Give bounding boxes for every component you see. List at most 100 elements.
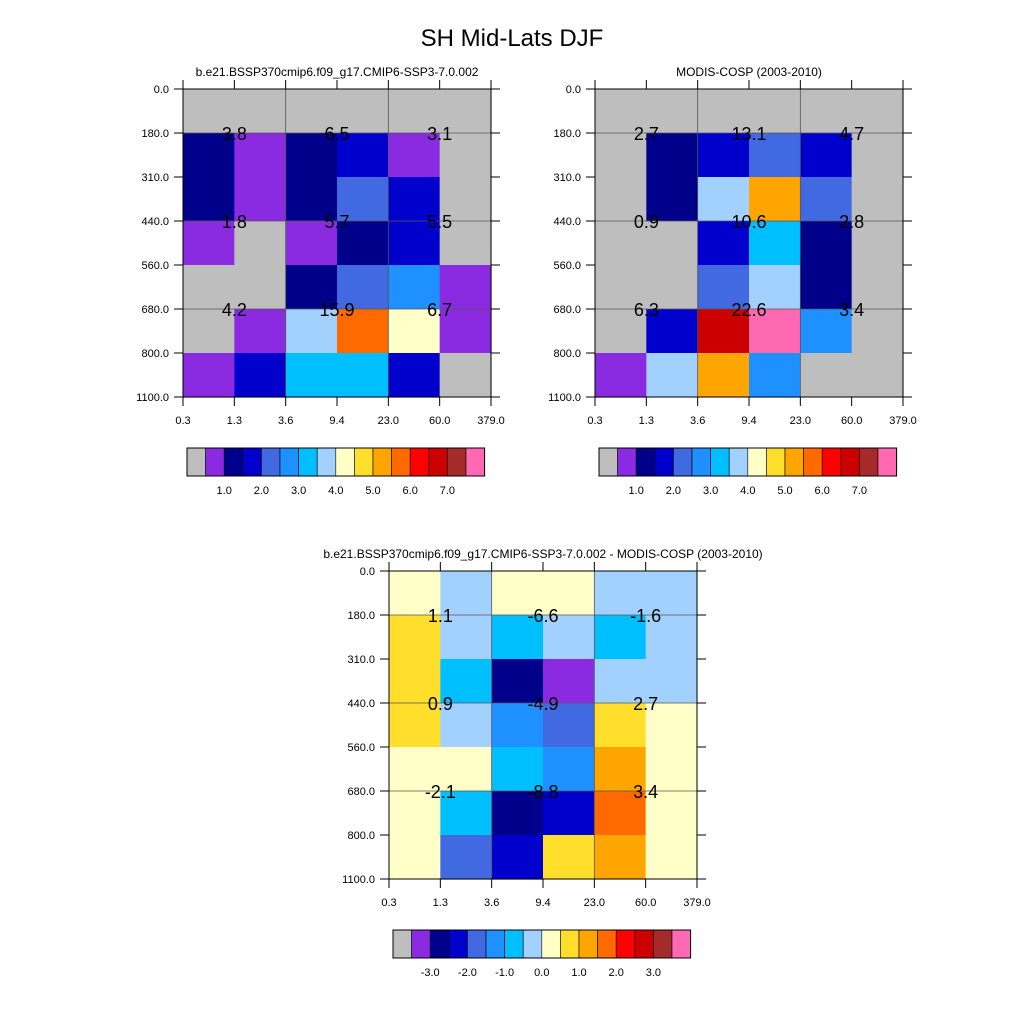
heatmap-cell — [749, 353, 801, 398]
colorbar-swatch — [747, 447, 767, 477]
figure-title: SH Mid-Lats DJF — [421, 25, 604, 52]
heatmap-cell — [389, 791, 441, 836]
heatmap-cell — [440, 747, 493, 792]
heatmap-cell — [389, 703, 441, 748]
heatmap-cell — [183, 133, 235, 178]
colorbar-label: -3.0 — [421, 967, 440, 979]
colorbar-swatch — [261, 447, 281, 477]
heatmap-cell — [183, 265, 235, 310]
heatmap-cell — [337, 221, 389, 266]
heatmap-cell — [697, 353, 750, 398]
heatmap-cell — [800, 309, 853, 354]
colorbar-label: 1.0 — [629, 485, 644, 497]
heatmap-cell — [183, 309, 235, 354]
heatmap-cell — [646, 265, 699, 310]
heatmap-cell — [440, 835, 493, 880]
colorbar-swatch — [429, 929, 450, 959]
box-value: 1.8 — [222, 212, 247, 232]
x-tick-label: 0.3 — [175, 415, 190, 427]
y-tick-label: 800.0 — [553, 348, 581, 360]
y-tick-label: 560.0 — [347, 742, 375, 754]
box-value: 15.9 — [319, 300, 354, 320]
x-tick-label: 3.6 — [690, 415, 705, 427]
x-tick-label: 1.3 — [639, 415, 654, 427]
box-value: 2.7 — [634, 124, 659, 144]
heatmap-cell — [491, 747, 544, 792]
y-tick-label: 800.0 — [141, 348, 169, 360]
panel-model: b.e21.BSSP370cmip6.f09_g17.CMIP6-SSP3-7.… — [136, 65, 505, 497]
heatmap-cell — [646, 353, 699, 398]
heatmap-cell — [595, 309, 647, 354]
colorbar-swatch — [504, 929, 524, 959]
heatmap-cell — [749, 265, 801, 310]
heatmap-cell — [595, 177, 647, 222]
colorbar-label: 1.0 — [571, 967, 586, 979]
heatmap-cell — [439, 133, 492, 178]
colorbar-swatch — [223, 447, 244, 477]
heatmap-cell — [594, 703, 647, 748]
heatmap-cell — [645, 703, 698, 748]
heatmap-cell — [595, 89, 647, 134]
heatmap-cell — [749, 177, 801, 222]
colorbar-swatch — [617, 447, 637, 477]
x-tick-label: 0.3 — [381, 897, 396, 909]
heatmap-cell — [645, 659, 698, 704]
heatmap-cell — [594, 747, 647, 792]
heatmap-cell — [388, 89, 441, 134]
colorbar-swatch — [392, 929, 412, 959]
heatmap-cell — [388, 221, 441, 266]
heatmap-cell — [646, 221, 699, 266]
heatmap-cell — [697, 221, 750, 266]
y-tick-label: 680.0 — [141, 304, 169, 316]
heatmap-cell — [645, 615, 698, 660]
y-tick-label: 680.0 — [347, 786, 375, 798]
colorbar-swatch — [448, 929, 468, 959]
heatmap-cell — [543, 835, 595, 880]
box-value: 6.5 — [324, 124, 349, 144]
colorbar-swatch — [372, 447, 392, 477]
x-tick-label: 9.4 — [329, 415, 344, 427]
colorbar-swatch — [354, 447, 374, 477]
heatmap-cell — [697, 133, 750, 178]
heatmap-cell — [285, 133, 338, 178]
colorbar-label: 5.0 — [365, 485, 380, 497]
panel-modis: MODIS-COSP (2003-2010) 0.0 180.0 310.0 440.0… — [548, 65, 917, 497]
heatmap-cell — [697, 265, 750, 310]
heatmap-cell — [543, 659, 595, 704]
colorbar-swatch — [541, 929, 561, 959]
y-tick-label: 680.0 — [553, 304, 581, 316]
box-value: 6.7 — [427, 300, 452, 320]
heatmap-cell — [491, 835, 544, 880]
box-value: 3.4 — [839, 300, 864, 320]
y-tick-label: 1100.0 — [342, 874, 375, 886]
heatmap-cell — [851, 133, 904, 178]
heatmap-cell — [851, 353, 904, 398]
y-tick-label: 800.0 — [347, 830, 375, 842]
box-value: 2.7 — [633, 694, 658, 714]
colorbar-swatch — [279, 447, 299, 477]
heatmap-cell — [389, 835, 441, 880]
heatmap-cell — [645, 571, 698, 616]
heatmap-cell — [595, 221, 647, 266]
colorbar-label: 0.0 — [534, 967, 549, 979]
x-tick-label: 9.4 — [741, 415, 756, 427]
heatmap-cell — [234, 265, 287, 310]
y-tick-label: 310.0 — [553, 172, 581, 184]
heatmap-cell — [646, 133, 699, 178]
heatmap-cell — [285, 221, 338, 266]
heatmap-cell — [851, 309, 904, 354]
heatmap-cell — [645, 791, 698, 836]
colorbar-label: 6.0 — [815, 485, 830, 497]
heatmap-cell — [234, 133, 287, 178]
box-value: 3.1 — [427, 124, 452, 144]
x-tick-label: 379.0 — [889, 415, 917, 427]
heatmap-cell — [749, 221, 801, 266]
heatmap-cell — [645, 747, 698, 792]
colorbar-swatch — [335, 447, 355, 477]
box-value: 13.1 — [731, 124, 766, 144]
heatmap-cell — [337, 353, 389, 398]
colorbar-frame — [392, 929, 692, 959]
heatmap-cell — [595, 353, 647, 398]
heatmap-cell — [439, 221, 492, 266]
